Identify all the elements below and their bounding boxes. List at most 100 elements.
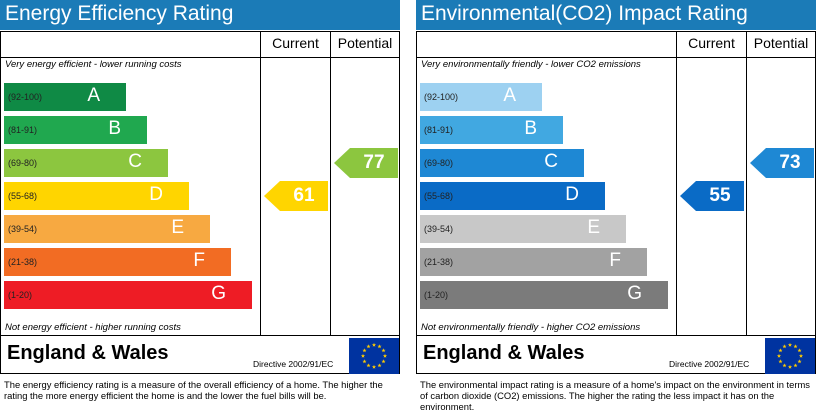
eu-flag-star [778,348,783,353]
band-range-label: (81-91) [8,125,38,135]
rating-band-e: (39-54) E [4,215,210,243]
band-letter-label: C [544,151,558,172]
rating-band-g: (1-20) G [420,281,668,309]
rating-band-e: (39-54) E [420,215,626,243]
top-caption: Very energy efficient - lower running co… [5,59,182,70]
potential-arrow-tip [334,148,350,178]
band-range-label: (39-54) [424,224,454,234]
potential-rating-value: 77 [363,152,385,173]
rating-band-a: (92-100) A [420,83,542,111]
rating-band-b: (81-91) B [4,116,147,144]
band-letter-label: D [149,184,163,205]
current-arrow-tip [264,181,280,211]
region-label: England & Wales [7,342,169,364]
rating-band-c: (69-80) C [420,149,584,177]
current-rating-value: 55 [709,185,731,206]
current-column-header: Current [688,35,735,51]
eu-flag-star [793,344,798,349]
band-letter-label: F [609,250,621,271]
current-arrow-tip [680,181,696,211]
band-range-label: (81-91) [424,125,454,135]
band-range-label: (92-100) [8,92,43,102]
rating-band-d: (55-68) D [4,182,189,210]
eu-flag-star [381,348,386,353]
energy-efficiency-panel: Energy Efficiency Rating Current Potenti… [0,0,400,419]
potential-column-header: Potential [337,35,393,51]
eu-flag-star [381,359,386,364]
footnote: The energy efficiency rating is a measur… [4,379,383,401]
band-letter-label: A [87,85,100,106]
rating-frame: Current Potential Very environmentally f… [416,31,816,374]
band-range-label: (1-20) [424,290,449,300]
band-range-label: (39-54) [8,224,38,234]
eu-flag-star [797,348,802,353]
footer-divider [417,335,815,336]
rating-band-f: (21-38) F [4,248,231,276]
bottom-caption: Not environmentally friendly - higher CO… [421,322,641,333]
eu-flag-star [366,344,371,349]
eu-flag-star [377,363,382,368]
header-divider [1,57,399,58]
eu-flag-star [366,363,371,368]
eu-flag-icon [765,338,815,374]
eu-flag-star [362,359,367,364]
band-letter-label: E [171,217,184,238]
eu-flag-star [787,342,793,347]
band-range-label: (21-38) [424,257,454,267]
directive-label: Directive 2002/91/EC [669,359,750,369]
eu-flag-star [776,353,782,358]
band-range-label: (21-38) [8,257,38,267]
potential-rating-indicator: 77 [334,148,398,178]
rating-frame: Current Potential Very energy efficient … [0,31,400,374]
rating-band-g: (1-20) G [4,281,252,309]
rating-band-c: (69-80) C [4,149,168,177]
eu-flag-star [371,342,377,347]
eu-flag-star [360,353,366,358]
eu-flag-star [778,359,783,364]
eu-flag-star [797,359,802,364]
eu-flag-star [793,363,798,368]
band-letter-label: G [211,283,226,304]
current-rating-indicator: 55 [680,181,744,211]
chart-title: Environmental(CO2) Impact Rating [421,2,748,25]
eu-flag-star [362,348,367,353]
rating-band-a: (92-100) A [4,83,126,111]
band-range-label: (69-80) [424,158,454,168]
header-divider [417,57,815,58]
environmental-impact-panel: Environmental(CO2) Impact Rating Current… [416,0,816,419]
eu-flag-star [377,344,382,349]
band-letter-label: D [565,184,579,205]
top-caption: Very environmentally friendly - lower CO… [421,59,641,70]
title-bar: Environmental(CO2) Impact Rating [416,0,816,30]
column-divider [676,32,677,335]
title-bar: Energy Efficiency Rating [0,0,400,30]
current-column-header: Current [272,35,319,51]
directive-label: Directive 2002/91/EC [253,359,334,369]
band-letter-label: C [128,151,142,172]
column-divider [330,32,331,335]
column-divider [260,32,261,335]
eu-flag-star [787,364,793,369]
current-rating-indicator: 61 [264,181,328,211]
potential-arrow-tip [750,148,766,178]
band-range-label: (69-80) [8,158,38,168]
potential-rating-value: 73 [779,152,801,173]
rating-band-f: (21-38) F [420,248,647,276]
column-divider [746,32,747,335]
chart-title: Energy Efficiency Rating [5,2,234,25]
band-letter-label: A [503,85,516,106]
eu-flag-star [371,364,377,369]
potential-arrow-body [766,148,814,178]
band-range-label: (55-68) [424,191,454,201]
band-range-label: (92-100) [424,92,459,102]
eu-flag-star [782,344,787,349]
current-rating-value: 61 [293,185,315,206]
band-letter-label: E [587,217,600,238]
current-arrow-body [696,181,744,211]
footer-divider [1,335,399,336]
band-letter-label: G [627,283,642,304]
eu-flag-star [798,353,804,358]
potential-arrow-body [350,148,398,178]
region-label: England & Wales [423,342,585,364]
eu-flag-star [782,363,787,368]
